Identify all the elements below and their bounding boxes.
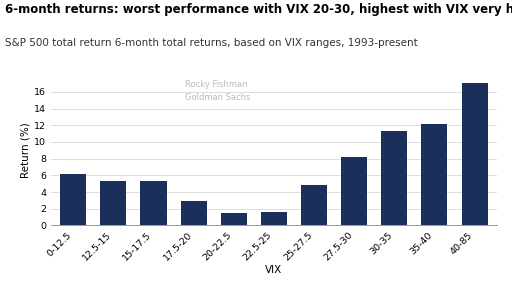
Bar (181, 201, 207, 225)
X-axis label: VIX: VIX (265, 265, 283, 275)
Bar (261, 212, 287, 225)
Y-axis label: Return (%): Return (%) (20, 123, 30, 178)
Bar (381, 131, 408, 225)
Bar (221, 213, 247, 225)
Bar (100, 181, 126, 225)
Bar (461, 84, 487, 225)
Bar (341, 157, 367, 225)
Bar (301, 185, 327, 225)
Bar (140, 181, 166, 225)
Text: 6-month returns: worst performance with VIX 20-30, highest with VIX very high: 6-month returns: worst performance with … (5, 3, 512, 16)
Text: Goldman Sachs: Goldman Sachs (185, 93, 250, 102)
Text: Rocky Fishman: Rocky Fishman (185, 80, 247, 89)
Bar (421, 124, 447, 225)
Bar (60, 174, 87, 225)
Text: S&P 500 total return 6-month total returns, based on VIX ranges, 1993-present: S&P 500 total return 6-month total retur… (5, 38, 418, 48)
